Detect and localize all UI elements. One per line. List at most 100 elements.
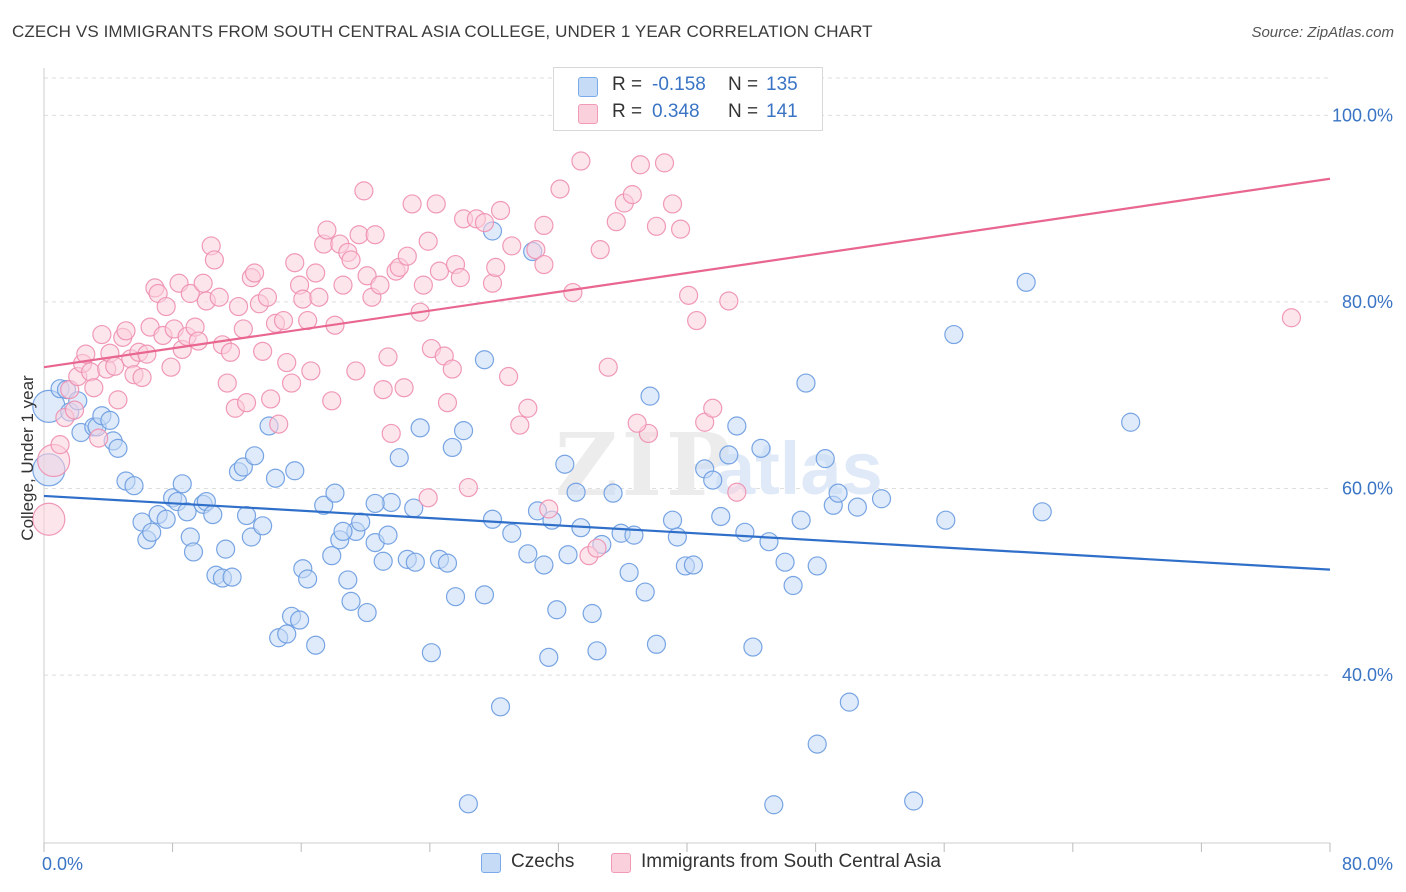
data-point [458,477,478,498]
data-point [482,273,503,293]
legend-swatch-czechs [481,853,501,873]
data-point [108,390,128,410]
data-point [1032,502,1052,522]
data-point [719,445,739,465]
data-point [807,556,827,576]
data-point [180,283,200,304]
data-point [216,539,236,559]
data-point [333,275,353,295]
data-point [188,331,208,351]
data-point [333,521,353,542]
data-point [365,493,385,514]
data-point [244,263,265,283]
data-point [727,416,747,436]
data-point [426,194,446,214]
data-point [285,461,305,481]
data-point [341,250,361,270]
data-point [322,391,342,411]
data-point [486,257,506,277]
data-point [458,794,478,814]
legend-n-value: 141 [766,101,798,122]
y-axis-title: College, Under 1 year [18,375,37,541]
data-point [293,289,313,309]
data-point [177,502,197,522]
data-point [338,570,358,590]
data-point [203,505,223,525]
data-point [534,254,554,275]
data-point [796,373,816,393]
data-point [703,470,723,490]
data-point [349,225,369,245]
data-point [257,287,278,307]
data-point [450,268,470,288]
data-point [783,575,803,596]
data-point [815,449,835,469]
data-point [389,448,409,468]
data-point [220,342,241,362]
data-point [1281,308,1302,328]
data-point [558,545,578,565]
data-point [381,492,401,513]
data-point [582,603,602,624]
data-point [619,562,639,583]
data-point [277,352,297,373]
data-point [944,324,964,345]
data-point [502,523,522,543]
legend-n-label: N = [728,101,759,122]
data-point [839,692,859,712]
data-point [244,446,265,466]
data-point [646,634,667,654]
y-tick-label: 40.0% [1342,665,1393,685]
data-point [357,266,377,286]
data-point [236,505,257,526]
data-point [502,236,522,256]
data-point [735,522,755,542]
y-tick-label: 80.0% [1342,292,1393,312]
data-point [667,527,687,547]
data-point [161,357,181,377]
data-point [269,414,289,434]
data-point [807,734,827,754]
data-point [253,516,273,536]
legend-label-czechs: Czechs [511,851,575,872]
data-point [474,350,495,370]
data-point [233,319,253,339]
data-point [351,512,371,532]
data-point [474,585,495,605]
data-point [679,285,699,305]
data-point [365,225,385,245]
data-point [904,791,924,811]
data-point [402,194,422,214]
data-point [228,296,249,317]
data-point [405,552,425,572]
data-point [547,600,567,620]
data-point [437,393,458,413]
trend-line [43,494,1331,571]
data-point [751,438,771,458]
data-point [378,347,398,367]
data-point [871,489,892,509]
data-point [482,509,503,529]
data-point [654,153,675,173]
data-point [418,488,438,508]
data-point [759,532,779,552]
series-legend: Czechs Immigrants from South Central Asi… [0,851,1406,879]
legend-n-value: 135 [766,74,798,95]
data-point [397,246,417,266]
data-point [172,474,192,494]
legend-r-value: 0.348 [652,101,700,122]
data-point [261,389,281,409]
y-tick-label: 100.0% [1332,105,1393,125]
data-point [84,378,104,398]
data-point [662,510,683,530]
trend-layer [43,177,1331,571]
data-point [539,647,559,667]
data-point [222,567,242,587]
data-point [719,291,739,311]
x-tick-label-max: 80.0% [1342,854,1393,874]
data-point [555,454,575,474]
data-point [373,379,393,400]
data-point [421,643,442,663]
data-point [590,240,610,260]
data-point [413,275,433,295]
